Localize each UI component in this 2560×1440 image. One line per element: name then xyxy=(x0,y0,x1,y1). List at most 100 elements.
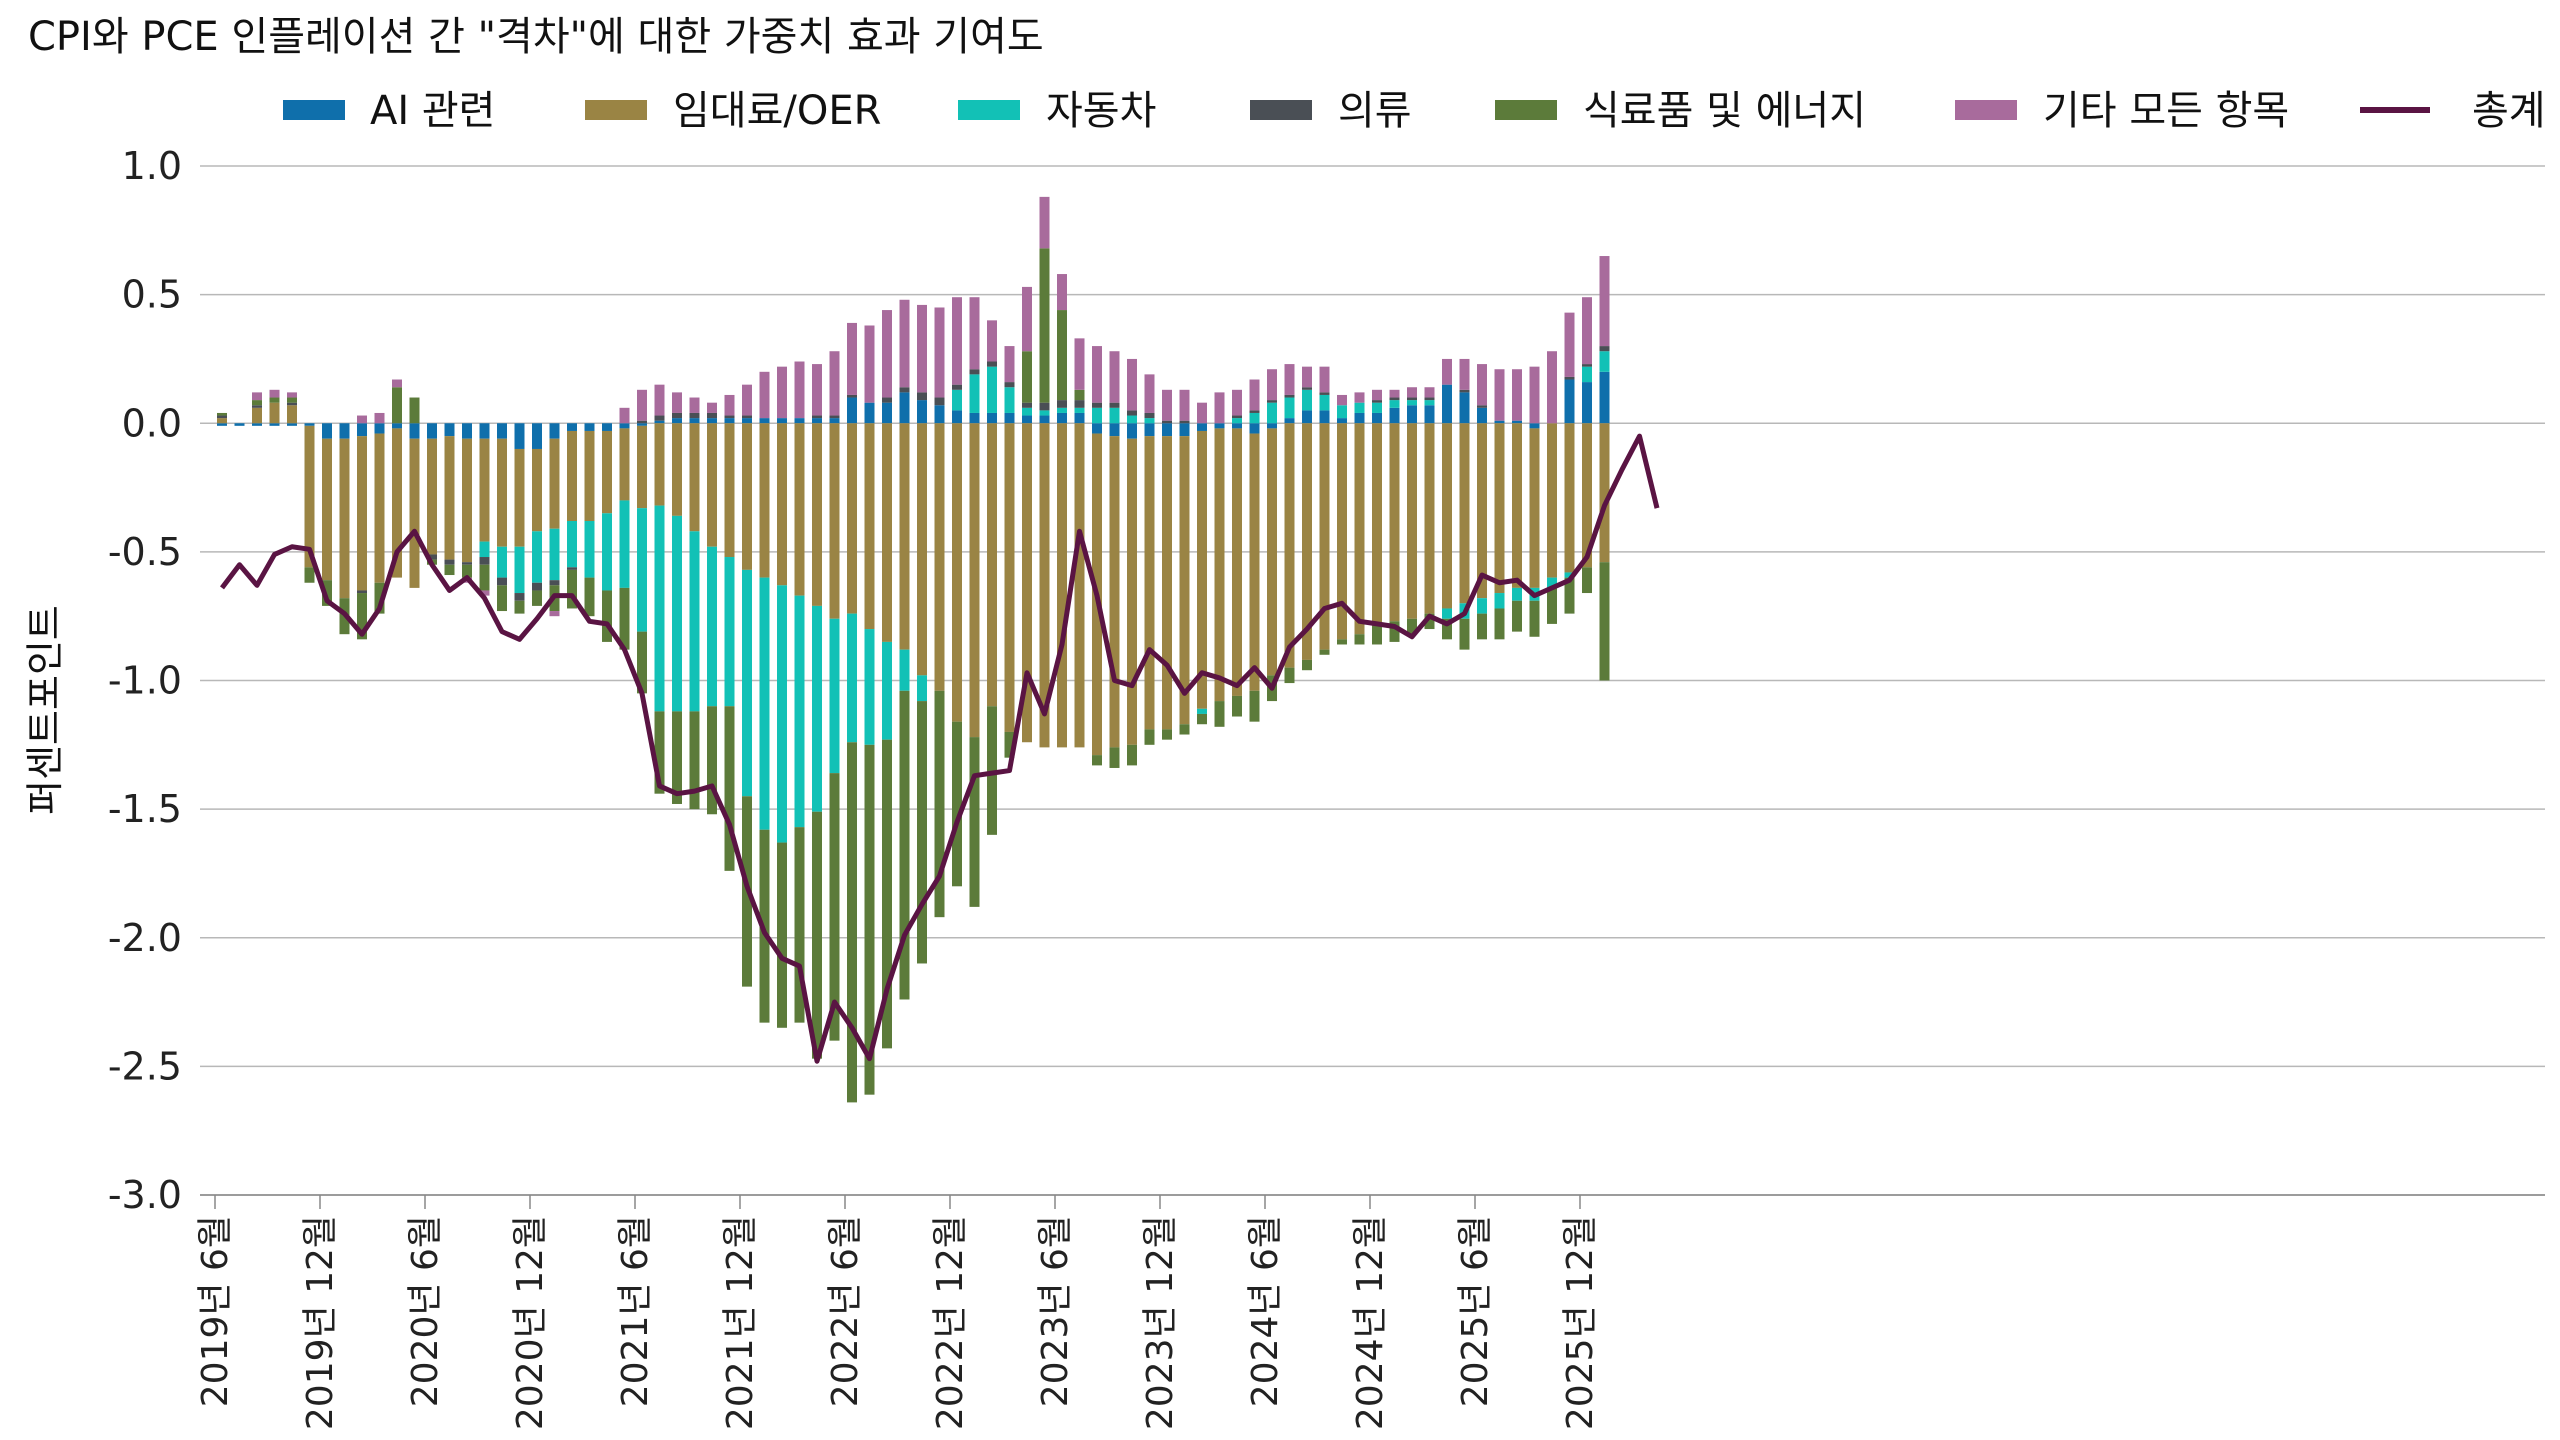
bar-segment xyxy=(1512,587,1522,601)
bar-segment xyxy=(934,690,945,918)
bar-segment xyxy=(217,415,227,419)
x-tick-label: 2021년 12월 xyxy=(720,1215,761,1430)
bar-segment xyxy=(969,374,980,413)
bar-segment xyxy=(969,423,980,738)
bar-segment xyxy=(864,744,875,1095)
bar-segment xyxy=(794,423,805,596)
bar-segment xyxy=(882,739,892,1049)
bar-segment xyxy=(1057,412,1067,424)
bar-segment xyxy=(252,392,262,401)
bar-segment xyxy=(969,369,980,375)
bar-segment xyxy=(794,595,805,828)
y-tick-label: -1.5 xyxy=(108,787,182,831)
bar-segment xyxy=(1599,346,1610,352)
x-tick-label: 2024년 12월 xyxy=(1350,1215,1391,1430)
bar-segment xyxy=(1302,423,1312,660)
bar-segment xyxy=(1057,407,1067,413)
bar-segment xyxy=(514,593,525,601)
bar-segment xyxy=(1599,423,1610,563)
y-tick-label: 1.0 xyxy=(122,144,182,188)
bar-segment xyxy=(1284,364,1295,395)
bar-segment xyxy=(934,423,945,691)
bar-segment xyxy=(777,418,787,424)
bar-segment xyxy=(1424,613,1435,630)
bar-segment xyxy=(1197,713,1207,725)
bar-segment xyxy=(1074,389,1085,401)
bar-segment xyxy=(269,389,280,398)
bar-segment xyxy=(444,564,455,576)
bar-segment xyxy=(987,366,997,413)
bar-segment xyxy=(777,423,787,586)
bar-segment xyxy=(1477,598,1487,614)
bar-segment xyxy=(1004,412,1015,424)
bar-segment xyxy=(1442,423,1452,609)
bar-segment xyxy=(882,402,892,424)
bar-segment xyxy=(462,562,472,565)
bar-segment xyxy=(1372,412,1382,424)
bar-segment xyxy=(812,423,822,606)
bar-segment xyxy=(1319,649,1330,655)
bar-segment xyxy=(1092,402,1102,408)
bar-segment xyxy=(637,423,647,426)
bar-segment xyxy=(672,392,682,413)
bar-segment xyxy=(864,423,875,630)
bar-segment xyxy=(847,742,857,1103)
bar-segment xyxy=(304,425,315,568)
bar-segment xyxy=(1232,428,1242,696)
bar-segment xyxy=(1074,412,1085,424)
y-tick-label: 0.5 xyxy=(122,273,182,317)
bar-segment xyxy=(1284,394,1295,398)
bar-segment xyxy=(724,423,735,558)
bar-segment xyxy=(1529,423,1540,429)
bar-segment xyxy=(1092,346,1102,403)
bar-segment xyxy=(567,521,577,568)
bar-segment xyxy=(1407,387,1417,398)
bar-segment xyxy=(1039,196,1050,249)
bar-segment xyxy=(742,418,752,424)
bar-segment xyxy=(672,515,682,712)
bar-segment xyxy=(1564,572,1575,578)
bar-segment xyxy=(392,423,402,429)
bar-segment xyxy=(584,521,595,578)
bar-segment xyxy=(1109,351,1120,403)
bar-segment xyxy=(899,392,910,424)
bar-segment xyxy=(1547,423,1557,578)
bar-segment xyxy=(742,415,752,419)
x-tick-label: 2022년 6월 xyxy=(825,1215,866,1407)
legend-swatch xyxy=(1250,100,1312,120)
bar-segment xyxy=(1232,695,1242,717)
bar-segment xyxy=(829,773,840,1041)
bar-segment xyxy=(917,423,927,676)
bar-segment xyxy=(1407,618,1417,635)
bar-segment xyxy=(304,423,315,426)
bar-segment xyxy=(217,412,227,416)
bar-segment xyxy=(444,436,455,560)
bar-segment xyxy=(1599,351,1610,372)
bar-segment xyxy=(357,590,367,594)
bar-segment xyxy=(1354,402,1365,413)
bar-segment xyxy=(1074,407,1085,413)
bar-segment xyxy=(217,418,227,424)
y-tick-label: 0.0 xyxy=(122,401,182,445)
bar-segment xyxy=(1109,407,1120,424)
bar-segment xyxy=(1179,724,1190,735)
bar-segment xyxy=(1022,423,1032,743)
bar-segment xyxy=(479,423,490,439)
bar-segment xyxy=(234,423,245,426)
bar-segment xyxy=(1564,376,1575,380)
bar-segment xyxy=(427,554,437,560)
x-axis: 2019년 6월 2019년 12월 2020년 6월 2020년 12월 2021년 … xyxy=(195,1194,2545,1430)
bar-segment xyxy=(1179,436,1190,725)
bar-segment xyxy=(392,428,402,578)
bar-segment xyxy=(1302,387,1312,390)
bar-segment xyxy=(304,567,315,583)
bar-segment xyxy=(567,430,577,522)
bar-segment xyxy=(269,402,280,424)
bar-segment xyxy=(1582,297,1592,365)
bar-segment xyxy=(1232,418,1242,424)
bar-segment xyxy=(689,397,700,413)
bar-segment xyxy=(1389,423,1400,622)
y-tick-label: -0.5 xyxy=(108,530,182,574)
bar-segment xyxy=(637,631,647,694)
legend-swatch xyxy=(958,100,1020,120)
